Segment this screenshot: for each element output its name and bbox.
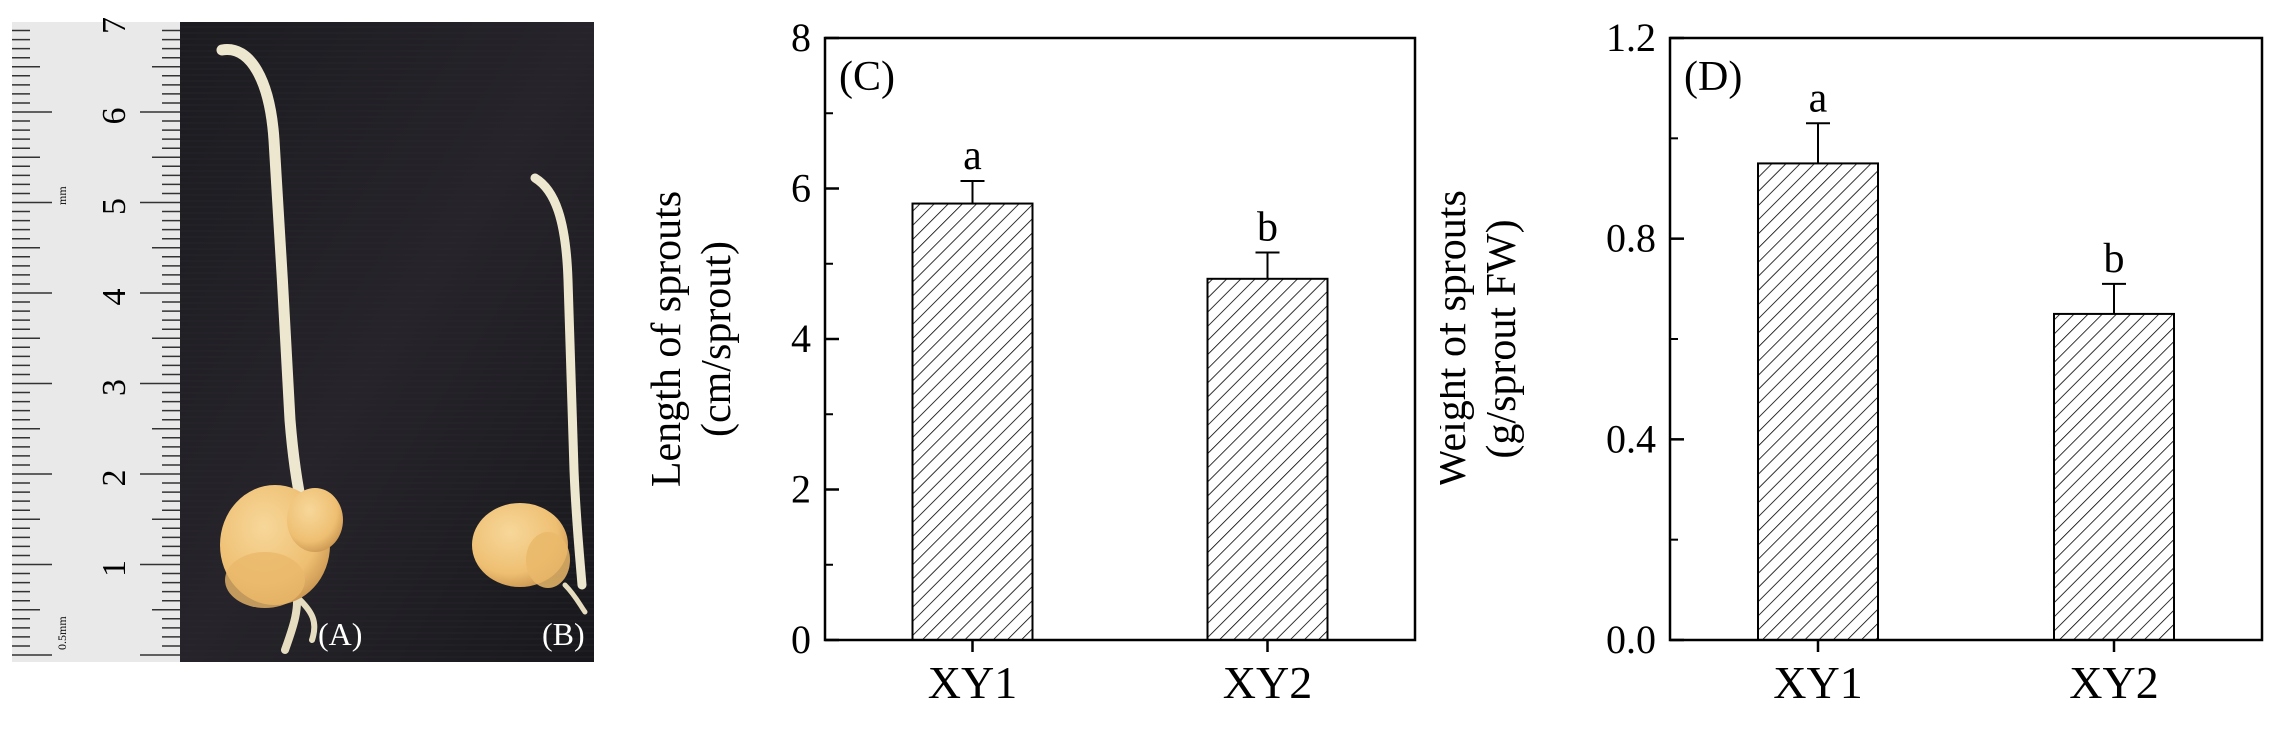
ruler-label: 5: [96, 198, 133, 215]
y-axis-label-line: Weight of sprouts: [1440, 190, 1475, 488]
y-axis-label-line: (g/sprout FW): [1479, 219, 1525, 458]
ruler-label: 2: [96, 470, 133, 487]
significance-letter: a: [1809, 75, 1828, 121]
ruler-labels: 7 6 5 4 3 2 1: [96, 17, 133, 577]
y-tick-label: 8: [791, 15, 811, 60]
photo-label-a: (A): [318, 616, 362, 652]
ruler-label: 1: [96, 560, 133, 577]
chart-length-of-sprouts: 0 2 4 6 8 Length of sprouts (cm/sprout) (C) a XY1…: [600, 0, 1440, 725]
y-tick-label: 1.2: [1606, 15, 1656, 60]
sprout-photo-panel: 7 6 5 4 3 2 1 mm 0.5mm (A) (B): [0, 0, 600, 725]
chart-c-svg: 0 2 4 6 8 Length of sprouts (cm/sprout) (C) a XY1…: [644, 15, 1417, 708]
ruler-unit-top: mm: [55, 186, 69, 205]
photo-label-b: (B): [542, 616, 585, 652]
significance-letter: b: [2104, 236, 2125, 282]
chart-d-svg: 0.0 0.4 0.8 1.2 Weight of sprouts (g/sprout F…: [1429, 15, 2264, 708]
x-tick-label: XY1: [1773, 657, 1862, 708]
ruler-unit-bottom: 0.5mm: [55, 616, 69, 650]
ruler-label: 7: [96, 17, 133, 34]
x-tick-label: XY2: [1223, 657, 1312, 708]
sprout-a: [216, 44, 343, 654]
panel-label: (C): [839, 54, 895, 100]
bar-xy1: [911, 202, 1034, 642]
bar-xy1: [1757, 162, 1879, 642]
y-tick-label: 0.8: [1606, 216, 1656, 261]
ruler-label: 6: [96, 108, 133, 125]
y-tick-label: 0: [791, 617, 811, 662]
y-axis-label-line: Length of sprouts: [644, 191, 690, 487]
panel-label: (D): [1684, 54, 1742, 100]
x-tick-label: XY1: [928, 657, 1017, 708]
sprout-b: [472, 173, 588, 615]
x-tick-label: XY2: [2069, 657, 2158, 708]
y-tick-label: 2: [791, 467, 811, 512]
ruler-label: 3: [96, 379, 133, 396]
y-tick-label: 6: [791, 166, 811, 211]
y-tick-label: 4: [791, 316, 811, 361]
ruler-ticks: [12, 29, 180, 656]
y-tick-label: 0.4: [1606, 416, 1656, 461]
significance-letter: a: [963, 133, 982, 179]
y-axis-label-line: (cm/sprout): [694, 241, 740, 437]
chart-weight-of-sprouts: 0.0 0.4 0.8 1.2 Weight of sprouts (g/sprout F…: [1429, 0, 2287, 725]
sprout-photo: 7 6 5 4 3 2 1 mm 0.5mm (A) (B): [12, 17, 594, 662]
ruler-label: 4: [96, 289, 133, 306]
significance-letter: b: [1257, 204, 1278, 250]
bar-xy2: [2053, 312, 2175, 641]
bar-xy2: [1206, 277, 1329, 641]
y-tick-label: 0.0: [1606, 617, 1656, 662]
ruler: [12, 22, 180, 662]
